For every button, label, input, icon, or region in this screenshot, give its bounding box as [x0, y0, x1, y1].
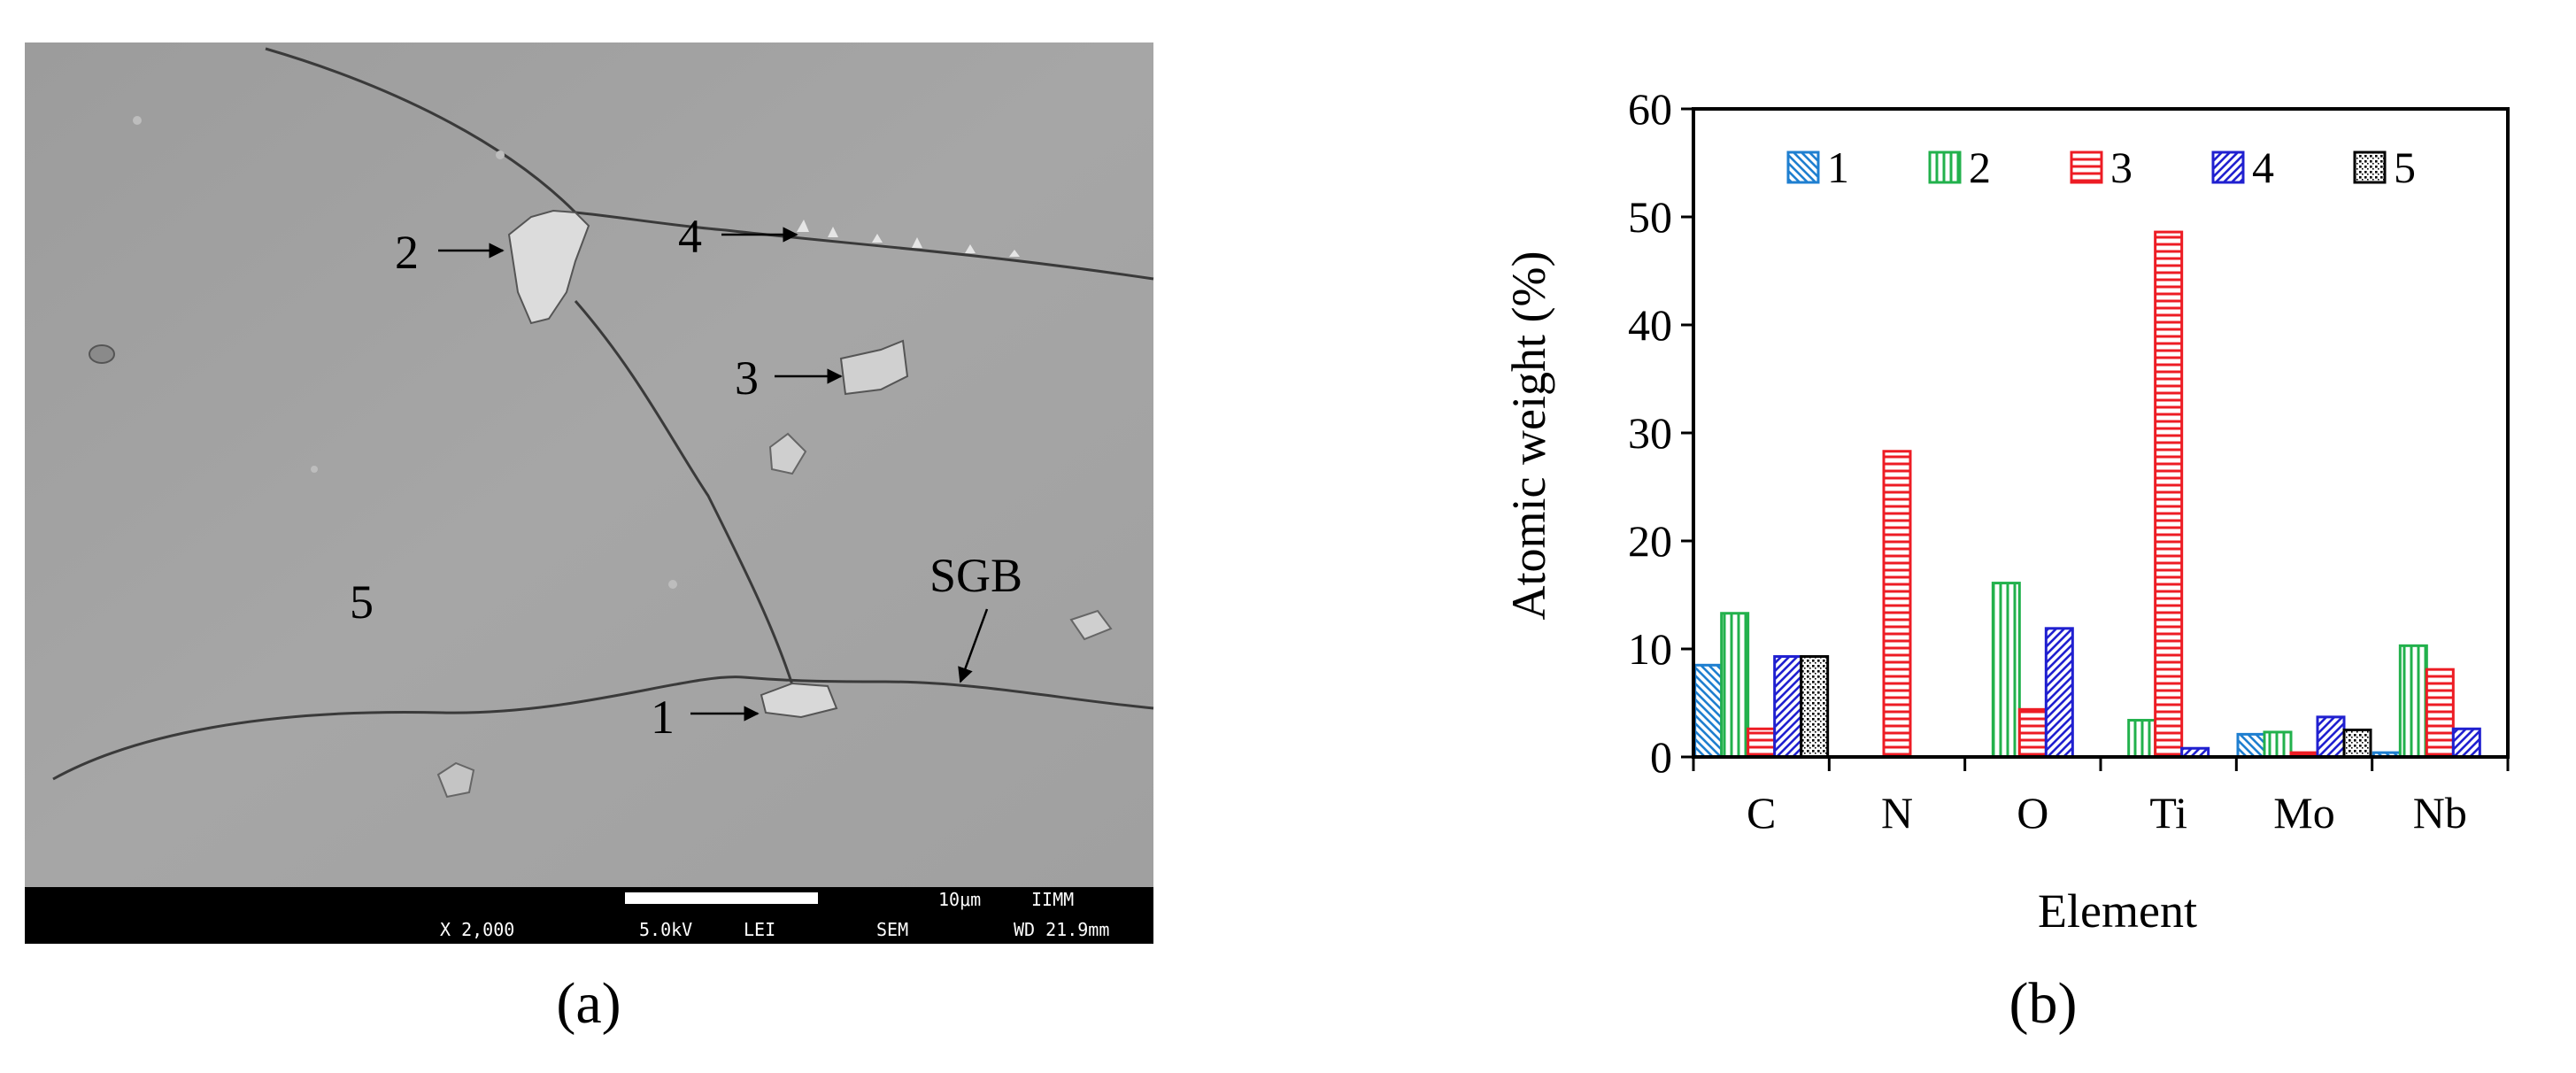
marker-3: 3 [735, 351, 759, 405]
marker-2: 2 [395, 226, 419, 279]
bar-Mo-series-1 [2236, 732, 2266, 759]
bar-Ti-series-3 [2154, 230, 2184, 759]
detector: LEI [744, 919, 775, 940]
imaging-mode: SEM [876, 919, 908, 940]
marker-4: 4 [678, 210, 702, 263]
bar-C-series-1 [1693, 663, 1724, 759]
precipitate-3 [839, 339, 909, 396]
upper-grain-boundary [265, 47, 1154, 281]
boundary-precipitates-4 [797, 220, 1020, 257]
panel-a-label: (a) [556, 971, 621, 1036]
micrograph-surface [25, 42, 1153, 887]
panel-b-label: (b) [2009, 971, 2078, 1036]
subgrain-boundary [52, 675, 1154, 781]
precipitate-1 [760, 682, 838, 719]
small-particle [311, 466, 318, 473]
legend-label-2: 2 [1969, 143, 1991, 192]
y-tick-label: 10 [1628, 624, 1672, 674]
bar-Nb-series-3 [2425, 668, 2455, 759]
small-particle [133, 116, 142, 125]
small-particle [668, 580, 677, 589]
x-tick-label-C: C [1747, 788, 1776, 838]
bar-N-series-3 [1882, 450, 1912, 759]
x-axis-label: Element [2038, 884, 2197, 938]
bars [1693, 230, 2481, 759]
x-tick-label-Ti: Ti [2149, 788, 2187, 838]
x-tick-labels: C N O Ti Mo Nb [1747, 788, 2467, 838]
bar-O-series-2 [1991, 582, 2021, 759]
y-axis-label: Atomic weight (%) [1502, 251, 1555, 621]
y-tick-label: 40 [1628, 300, 1672, 350]
bar-chart: 0 10 20 30 40 50 60 C N O Ti Mo Nb 1 2 3 4 5 Element At… [1502, 84, 2510, 938]
y-tick-label: 50 [1628, 192, 1672, 242]
annotation-arrows [438, 227, 989, 722]
precipitates [89, 116, 1113, 799]
y-tick-label: 30 [1628, 408, 1672, 458]
legend-label-1: 1 [1827, 143, 1849, 192]
bar-Mo-series-4 [2316, 715, 2346, 759]
small-particle [496, 151, 505, 159]
bar-C-series-4 [1773, 655, 1803, 759]
voltage: 5.0kV [639, 919, 692, 940]
scale-length: 10μm [938, 889, 981, 910]
y-tick-labels: 0 10 20 30 40 50 60 [1628, 84, 1672, 782]
legend-label-5: 5 [2394, 143, 2416, 192]
bar-C-series-2 [1720, 612, 1750, 759]
legend-label-4: 4 [2252, 143, 2274, 192]
x-tick-label-Mo: Mo [2273, 788, 2334, 838]
y-tick-label: 20 [1628, 516, 1672, 566]
marker-5: 5 [350, 575, 374, 629]
small-precipitate [1069, 609, 1113, 641]
small-precipitate [768, 432, 807, 475]
legend-swatch-2 [1928, 151, 1962, 184]
sem-info-bar [25, 887, 1153, 944]
bar-C-series-3 [1747, 727, 1777, 759]
precipitate-2 [507, 209, 590, 325]
bar-O-series-4 [2044, 627, 2074, 759]
sem-micrograph: 2 4 3 5 1 SGB X 2,000 5.0kV LEI SEM 10μm… [25, 42, 1154, 944]
legend-swatch-3 [2070, 151, 2103, 184]
magnification: X 2,000 [440, 919, 514, 940]
y-tick-label: 0 [1650, 732, 1672, 782]
micrograph-labels: 2 4 3 5 1 SGB [350, 210, 1022, 744]
vertical-grain-boundary [574, 300, 798, 700]
marker-sgb: SGB [929, 549, 1022, 602]
bar-Ti-series-2 [2127, 719, 2157, 759]
bar-Nb-series-4 [2451, 727, 2481, 759]
legend: 1 2 3 4 5 [1786, 143, 2416, 192]
small-precipitate [436, 761, 475, 799]
pit [89, 344, 115, 364]
x-tick-label-N: N [1881, 788, 1913, 838]
legend-swatch-5 [2353, 151, 2387, 184]
axes [1681, 107, 2510, 771]
x-tick-label-Nb: Nb [2413, 788, 2467, 838]
bar-Mo-series-5 [2342, 729, 2372, 759]
legend-label-3: 3 [2110, 143, 2133, 192]
x-tick-label-O: O [2017, 788, 2048, 838]
working-distance: WD 21.9mm [1014, 919, 1109, 940]
legend-swatch-4 [2211, 151, 2245, 184]
bar-Mo-series-2 [2263, 730, 2293, 759]
institute: IIMM [1031, 889, 1074, 910]
y-tick-label: 60 [1628, 84, 1672, 134]
legend-swatch-1 [1786, 151, 1820, 184]
bar-C-series-5 [1800, 655, 1830, 759]
marker-1: 1 [651, 691, 675, 744]
sem-info-text: X 2,000 5.0kV LEI SEM 10μm IIMM WD 21.9m… [440, 889, 1109, 940]
grain-boundaries [52, 47, 1154, 781]
bar-Nb-series-2 [2398, 644, 2428, 759]
scale-bar [625, 892, 818, 904]
bar-O-series-3 [2017, 707, 2048, 759]
